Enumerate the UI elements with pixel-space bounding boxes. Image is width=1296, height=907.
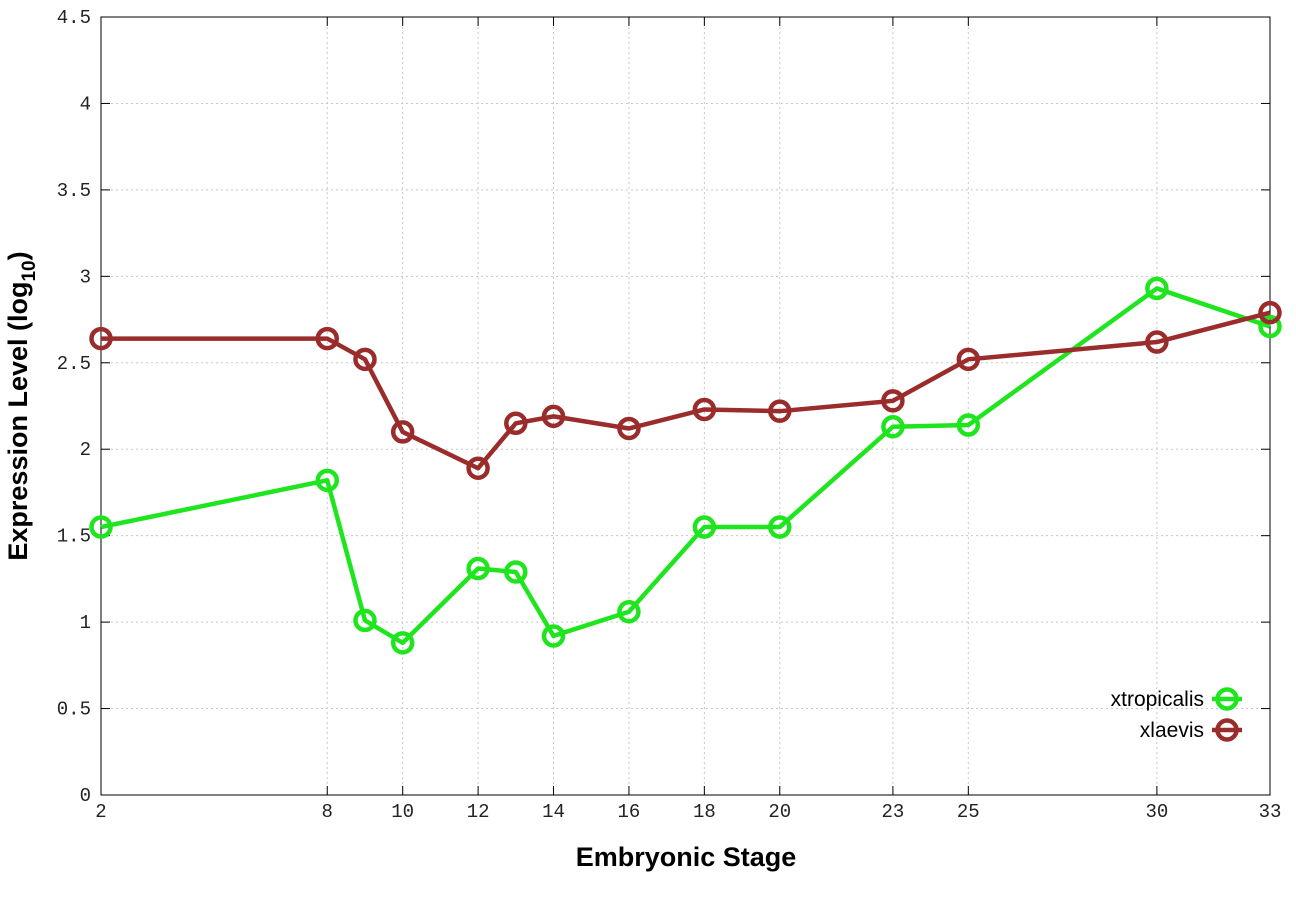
y-tick-label: 4.5 — [57, 7, 91, 29]
point-marker — [956, 347, 981, 372]
point-marker — [390, 631, 415, 655]
point-marker — [466, 456, 490, 480]
y-tick-label: 3 — [80, 266, 91, 288]
series-line — [100, 286, 1271, 646]
point-marker — [881, 414, 905, 439]
legend-label: xtropicalis — [1111, 688, 1204, 711]
point-marker — [89, 326, 113, 351]
x-axis-title: Embryonic Stage — [576, 842, 797, 872]
x-tick-label: 23 — [881, 801, 904, 823]
x-tick-label: 25 — [957, 801, 980, 823]
y-tick-label: 1.5 — [57, 526, 91, 548]
legend-marker — [1215, 718, 1239, 742]
point-marker — [504, 560, 528, 584]
y-tick-label: 0 — [80, 785, 91, 807]
x-tick-label: 18 — [693, 801, 716, 823]
y-tick-label: 3.5 — [57, 180, 91, 202]
point-marker — [315, 326, 340, 351]
x-tick-label: 20 — [768, 801, 791, 823]
y-axis-title: Expression Level (log10) — [3, 251, 40, 560]
x-tick-label: 33 — [1259, 801, 1282, 823]
point-marker — [881, 389, 905, 413]
legend-marker — [1215, 687, 1239, 711]
point-marker — [541, 624, 566, 648]
point-marker — [1145, 276, 1169, 301]
point-marker — [353, 347, 377, 372]
point-marker — [956, 413, 981, 437]
point-marker — [504, 411, 528, 436]
x-tick-label: 10 — [391, 801, 414, 823]
plot-frame — [100, 16, 1271, 796]
x-tick-label: 16 — [618, 801, 641, 823]
point-marker — [315, 468, 340, 493]
y-tick-label: 2 — [80, 439, 91, 461]
x-tick-label: 12 — [467, 801, 490, 823]
point-marker — [353, 608, 377, 633]
y-axis-title-suffix: ) — [3, 251, 33, 260]
y-tick-label: 2.5 — [57, 353, 91, 375]
point-marker — [768, 399, 792, 423]
x-tick-label: 14 — [542, 801, 565, 823]
point-marker — [466, 556, 490, 581]
point-marker — [692, 515, 717, 539]
y-tick-label: 0.5 — [57, 699, 91, 721]
point-marker — [1258, 314, 1282, 339]
x-tick-label: 2 — [95, 801, 106, 823]
x-tick-label: 30 — [1145, 801, 1168, 823]
point-marker — [1145, 330, 1169, 354]
point-marker — [541, 404, 566, 429]
legend-label: xlaevis — [1140, 719, 1204, 742]
point-marker — [390, 420, 415, 444]
y-axis-title-subscript: 10 — [19, 260, 40, 281]
series-line — [101, 310, 1271, 471]
y-axis-title-text: Expression Level (log — [3, 282, 33, 561]
point-marker — [692, 397, 717, 422]
y-tick-label: 1 — [80, 612, 91, 634]
point-marker — [768, 515, 792, 539]
point-marker — [89, 515, 113, 539]
point-marker — [617, 416, 641, 441]
x-tick-label: 8 — [322, 801, 333, 823]
point-marker — [617, 599, 641, 624]
point-marker — [1258, 300, 1282, 325]
y-tick-label: 4 — [80, 93, 91, 115]
